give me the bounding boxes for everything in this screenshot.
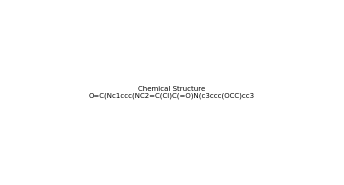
Text: Chemical Structure
O=C(Nc1ccc(NC2=C(Cl)C(=O)N(c3ccc(OCC)cc3: Chemical Structure O=C(Nc1ccc(NC2=C(Cl)C… xyxy=(89,86,255,99)
